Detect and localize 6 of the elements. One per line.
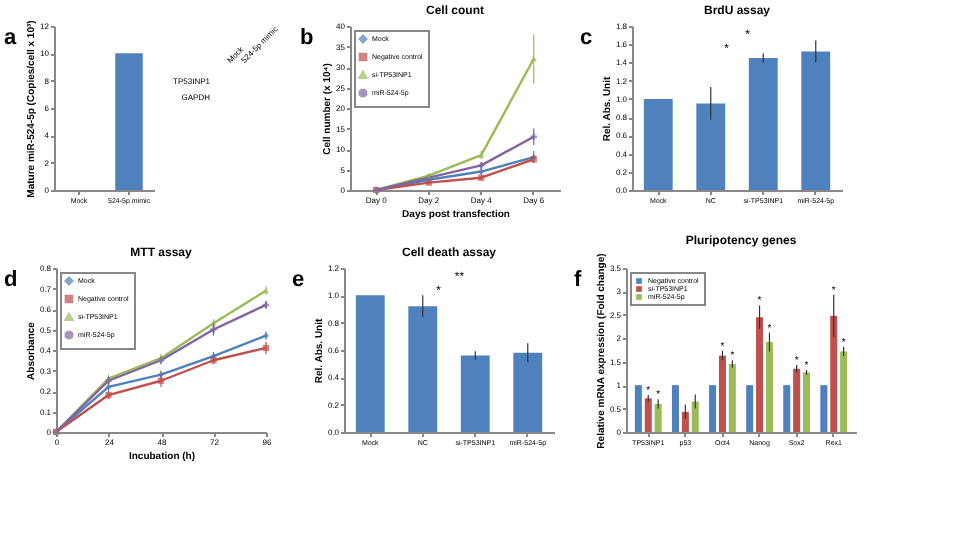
text: c <box>580 26 593 50</box>
text: f <box>574 268 582 292</box>
text: e <box>292 268 305 292</box>
text: b <box>300 26 314 50</box>
text: a <box>4 26 18 50</box>
text: d <box>4 268 18 292</box>
